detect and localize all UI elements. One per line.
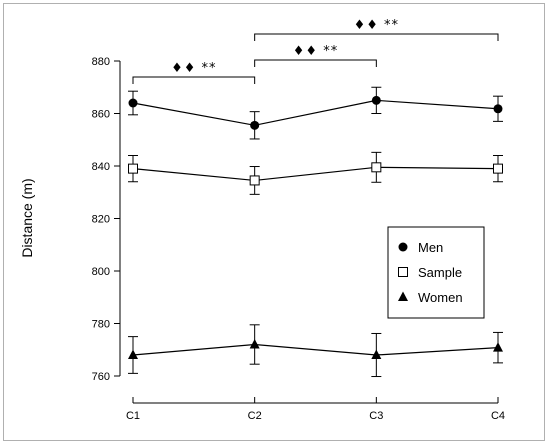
data-point-women (493, 342, 503, 352)
series-line-men (132, 99, 499, 126)
legend-label-men: Men (418, 240, 443, 255)
chart-frame (3, 3, 545, 441)
data-point-women (371, 349, 382, 359)
legend-marker-men (398, 242, 408, 252)
y-tick-label: 780 (92, 319, 110, 331)
x-tick-label: C1 (126, 410, 140, 422)
data-point-men (371, 95, 381, 105)
y-tick-label: 860 (92, 109, 110, 121)
legend-marker-sample (398, 267, 408, 277)
data-point-sample (249, 175, 260, 186)
series-line-women (132, 343, 499, 356)
y-tick-label: 880 (92, 56, 110, 68)
significance-label: ♦♦ ** (293, 44, 338, 59)
legend: Men Sample Women (387, 226, 485, 319)
significance-annotations: ♦♦ ** ♦♦ ** ♦♦ ** (132, 18, 499, 84)
significance-label: ♦♦ ** (354, 18, 399, 33)
y-tick-label: 760 (92, 371, 110, 383)
y-tick-label: 840 (92, 161, 110, 173)
significance-label: ♦♦ ** (171, 61, 216, 76)
data-point-sample (493, 163, 503, 174)
legend-label-sample: Sample (418, 265, 462, 280)
axes: 760 780 800 820 840 860 880 C1 C2 C3 C4 (92, 56, 505, 422)
y-tick-label: 800 (92, 266, 110, 278)
data-point-men (250, 120, 260, 130)
legend-label-women: Women (418, 290, 463, 305)
y-axis-title: Distance (m) (19, 178, 35, 257)
x-tick-label: C3 (369, 410, 383, 422)
series-line-sample (132, 166, 499, 182)
significance-bracket (254, 59, 377, 67)
data-point-women (249, 339, 260, 349)
x-tick-label: C2 (248, 410, 262, 422)
data-point-men (128, 98, 138, 108)
legend-marker-women (398, 291, 408, 301)
significance-bracket (254, 33, 499, 41)
y-tick-label: 820 (92, 214, 110, 226)
data-point-men (493, 104, 503, 114)
data-point-sample (128, 163, 138, 174)
data-point-women (128, 349, 138, 359)
x-tick-label: C4 (491, 410, 505, 422)
data-point-sample (371, 162, 382, 173)
significance-bracket (132, 76, 256, 84)
plot-area (128, 86, 503, 378)
